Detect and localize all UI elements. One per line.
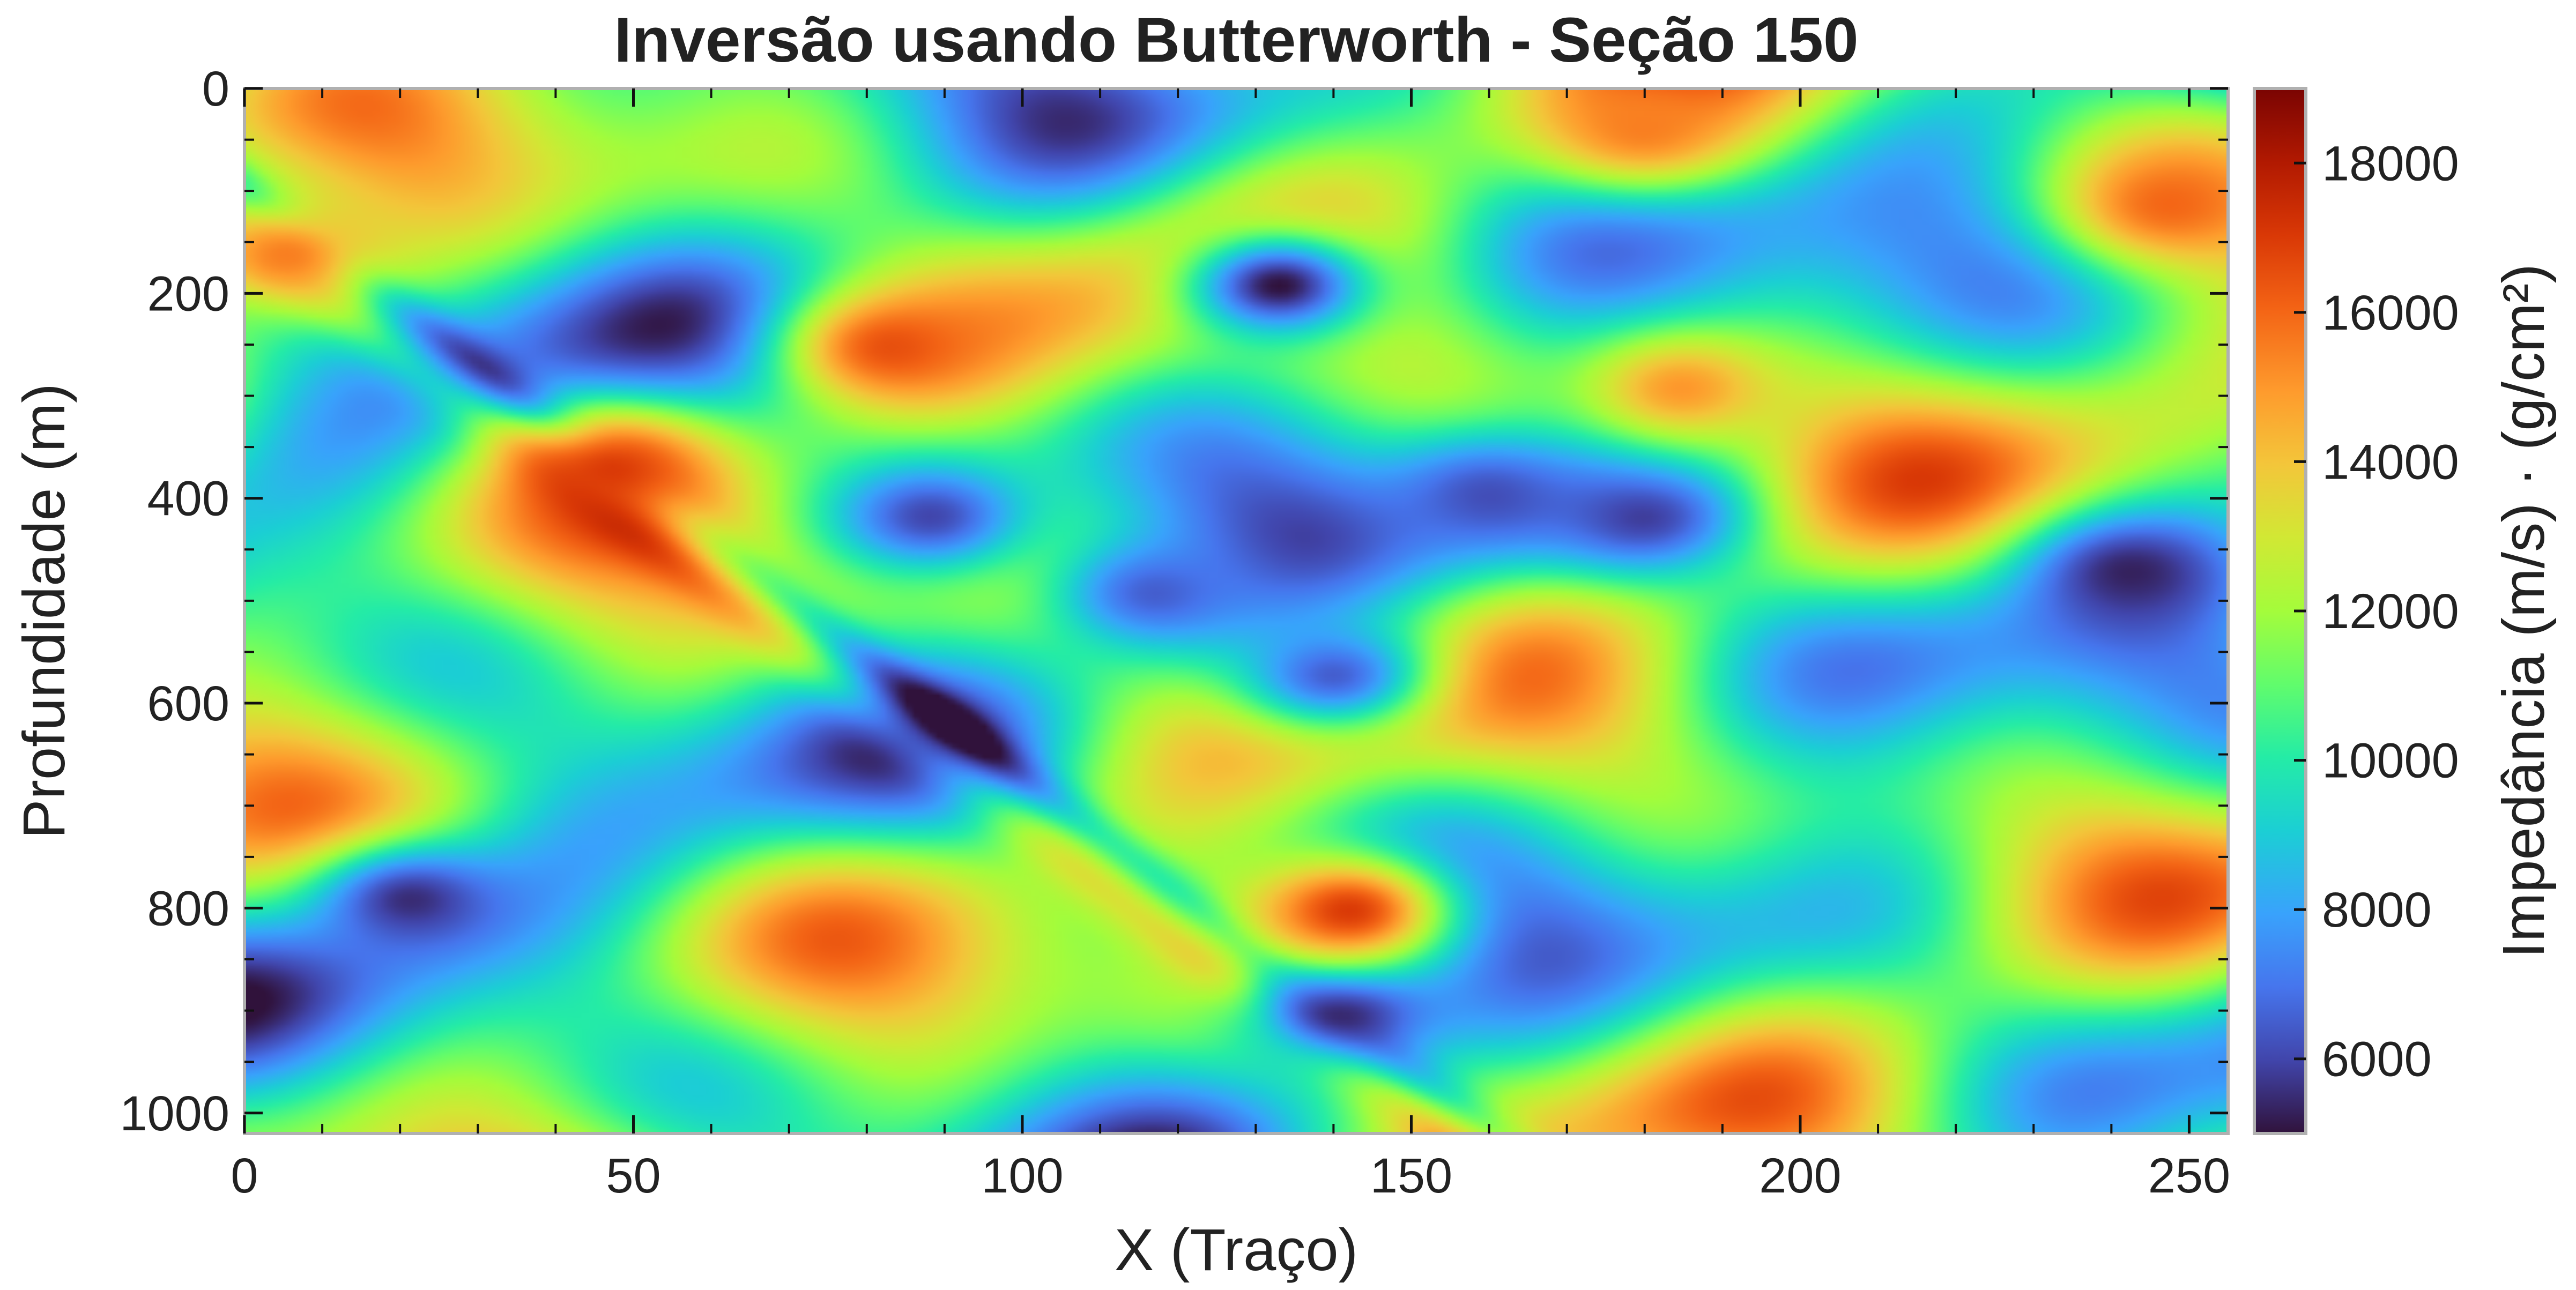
colorbar-label: Impedância (m/s) · (g/cm²) — [2491, 264, 2557, 958]
y-axis-ticks: 0 200 400 600 800 1000 — [120, 62, 2228, 1141]
colorbar-tick-label: 8000 — [2322, 883, 2432, 937]
x-tick-label: 250 — [2148, 1149, 2231, 1203]
x-tick-label: 150 — [1370, 1149, 1453, 1203]
colorbar-tick-label: 6000 — [2322, 1032, 2432, 1087]
colorbar-tick-label: 14000 — [2322, 435, 2459, 489]
y-axis-label: Profundidade (m) — [11, 383, 77, 839]
colorbar-tick-label: 16000 — [2322, 286, 2459, 340]
colorbar-tick-label: 10000 — [2322, 734, 2459, 788]
chart-title: Inversão usando Butterworth - Seção 150 — [614, 5, 1858, 76]
x-tick-label: 100 — [981, 1149, 1064, 1203]
x-tick-label: 0 — [231, 1149, 258, 1203]
y-tick-label: 800 — [147, 881, 230, 936]
x-axis-ticks: 0 50 100 150 200 250 — [231, 88, 2230, 1203]
y-tick-label: 1000 — [120, 1086, 229, 1141]
colorbar-ticks: 6000 8000 10000 12000 14000 16000 18000 — [2294, 136, 2459, 1087]
y-tick-label: 200 — [147, 266, 230, 321]
heatmap-area — [244, 88, 2228, 1134]
x-tick-label: 50 — [606, 1149, 660, 1203]
colorbar-tick-label: 12000 — [2322, 584, 2459, 639]
x-axis-label: X (Traço) — [1115, 1217, 1358, 1283]
y-tick-label: 600 — [147, 676, 230, 731]
y-tick-label: 0 — [202, 62, 229, 116]
x-tick-label: 200 — [1759, 1149, 1842, 1203]
colorbar-tick-label: 18000 — [2322, 136, 2459, 191]
heatmap-image — [244, 88, 2228, 1134]
plot-frame — [243, 87, 2230, 1135]
y-tick-label: 400 — [147, 472, 230, 526]
